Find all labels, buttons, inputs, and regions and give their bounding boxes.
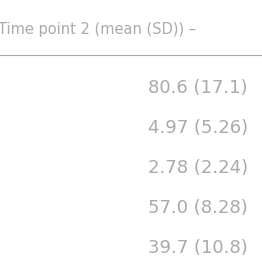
Text: 57.0 (8.28): 57.0 (8.28) [148, 199, 248, 217]
Text: 39.7 (10.8): 39.7 (10.8) [148, 239, 248, 257]
Text: Time point 2 (mean (SD)) –: Time point 2 (mean (SD)) – [0, 22, 196, 37]
Text: 2.78 (2.24): 2.78 (2.24) [148, 159, 248, 177]
Text: 4.97 (5.26): 4.97 (5.26) [148, 119, 248, 137]
Text: 80.6 (17.1): 80.6 (17.1) [149, 79, 248, 97]
